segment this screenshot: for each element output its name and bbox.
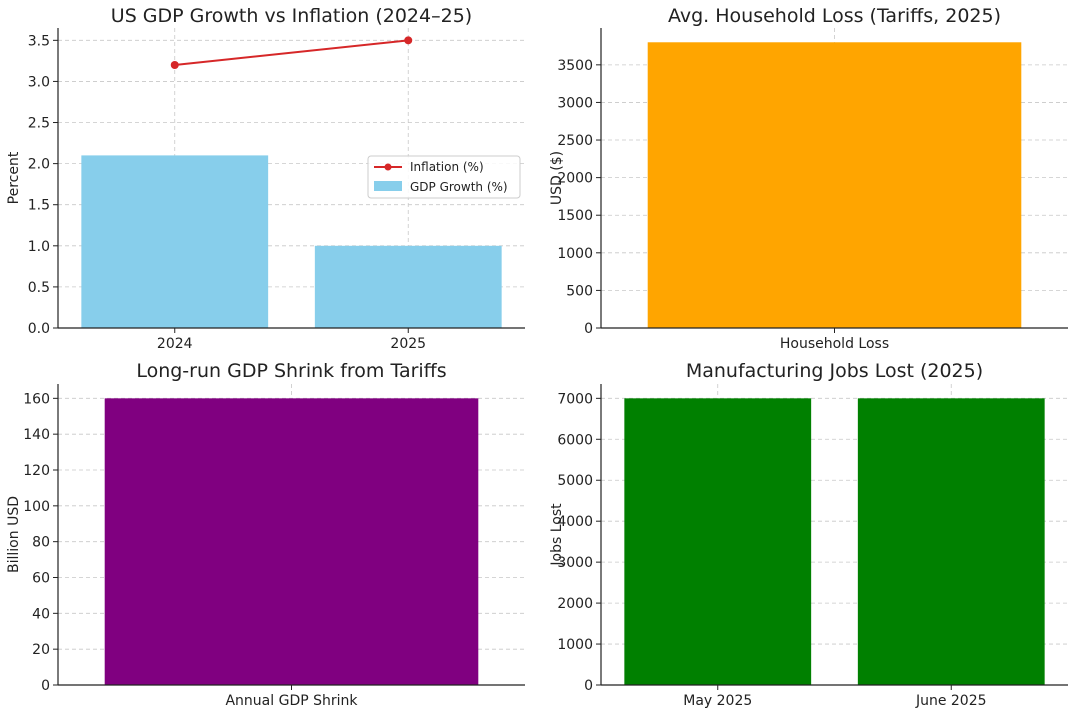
chart-panel-4: Manufacturing Jobs Lost (2025) 0 1000 2000 3… bbox=[549, 360, 1068, 709]
x-tick-label: Household Loss bbox=[780, 336, 889, 352]
inflation-point-2 bbox=[404, 36, 413, 45]
bar-1-2 bbox=[314, 245, 502, 328]
y-tick-label: 0.5 bbox=[28, 280, 50, 296]
chart-title: Avg. Household Loss (Tariffs, 2025) bbox=[668, 5, 1001, 27]
y-tick-label: 4000 bbox=[557, 514, 593, 530]
y-tick-label: 80 bbox=[32, 535, 50, 551]
legend-bar-swatch bbox=[374, 181, 402, 191]
y-tick-label: 1500 bbox=[557, 208, 593, 224]
bar-1 bbox=[647, 42, 1022, 329]
y-axis-label: Percent bbox=[6, 151, 22, 204]
y-tick-label: 100 bbox=[23, 499, 50, 515]
y-tick-label: 3.0 bbox=[28, 74, 50, 90]
y-tick-label: 1.5 bbox=[28, 198, 50, 214]
bar-1 bbox=[624, 398, 812, 685]
y-tick-label: 40 bbox=[32, 606, 50, 622]
y-tick-label: 3000 bbox=[557, 555, 593, 571]
y-tick-label: 2000 bbox=[557, 171, 593, 187]
y-tick-label: 1.0 bbox=[28, 239, 50, 255]
y-tick-label: 500 bbox=[566, 283, 593, 299]
y-tick-label: 3000 bbox=[557, 95, 593, 111]
y-tick-label: 3.5 bbox=[28, 33, 50, 49]
y-tick-label: 2000 bbox=[557, 596, 593, 612]
y-tick-label: 0.0 bbox=[28, 321, 50, 337]
chart-title: US GDP Growth vs Inflation (2024–25) bbox=[111, 5, 472, 27]
y-axis-label: Billion USD bbox=[6, 496, 22, 573]
inflation-point-1 bbox=[170, 60, 179, 69]
x-tick-label: 2025 bbox=[390, 336, 426, 352]
chart-panel-3: Long-run GDP Shrink from Tariffs 0 20 40 60 8… bbox=[6, 360, 525, 709]
x-tick-label: Annual GDP Shrink bbox=[225, 693, 358, 709]
y-tick-label: 0 bbox=[584, 321, 593, 337]
y-tick-label: 60 bbox=[32, 571, 50, 587]
chart-title: Manufacturing Jobs Lost (2025) bbox=[686, 360, 983, 382]
legend: Inflation (%) GDP Growth (%) bbox=[367, 155, 521, 199]
y-tick-label: 5000 bbox=[557, 473, 593, 489]
bar-2 bbox=[857, 398, 1045, 685]
y-tick-label: 6000 bbox=[557, 432, 593, 448]
bar-1 bbox=[104, 398, 479, 685]
chart-panel-1: US GDP Growth vs Inflation (2024–25) 0.0 0… bbox=[6, 5, 525, 352]
y-tick-label: 20 bbox=[32, 642, 50, 658]
legend-label-gdp: GDP Growth (%) bbox=[410, 180, 508, 194]
y-tick-label: 1000 bbox=[557, 246, 593, 262]
x-tick-label: 2024 bbox=[157, 336, 193, 352]
y-tick-label: 2.0 bbox=[28, 157, 50, 173]
y-tick-label: 7000 bbox=[557, 391, 593, 407]
y-tick-label: 3500 bbox=[557, 58, 593, 74]
legend-marker-swatch bbox=[384, 163, 392, 171]
x-tick-label: May 2025 bbox=[683, 693, 752, 709]
inflation-line bbox=[174, 39, 409, 66]
legend-box bbox=[367, 155, 521, 199]
chart-title: Long-run GDP Shrink from Tariffs bbox=[136, 360, 446, 382]
y-tick-label: 2500 bbox=[557, 133, 593, 149]
y-tick-label: 1000 bbox=[557, 637, 593, 653]
x-tick-label: June 2025 bbox=[915, 693, 987, 709]
y-tick-label: 140 bbox=[23, 427, 50, 443]
y-tick-label: 120 bbox=[23, 463, 50, 479]
bar-1-1 bbox=[81, 155, 269, 328]
y-axis-label: Jobs Lost bbox=[549, 503, 565, 567]
y-tick-label: 0 bbox=[584, 678, 593, 694]
y-axis-label: USD ($) bbox=[549, 151, 565, 205]
chart-panel-2: Avg. Household Loss (Tariffs, 2025) 0 500 1… bbox=[549, 5, 1068, 352]
legend-label-inflation: Inflation (%) bbox=[410, 160, 484, 174]
y-tick-label: 160 bbox=[23, 391, 50, 407]
y-tick-label: 0 bbox=[41, 678, 50, 694]
y-tick-label: 2.5 bbox=[28, 116, 50, 132]
